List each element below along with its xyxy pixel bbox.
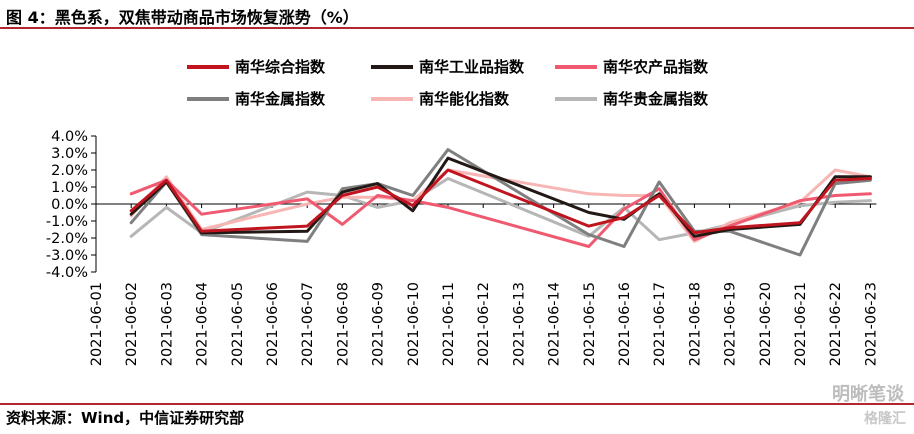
series-line-2: [129, 156, 872, 238]
series-line-3: [129, 178, 872, 248]
title-rule: [0, 27, 914, 29]
y-tick-label: 4.0%: [51, 129, 88, 145]
x-axis: 2021-06-01 2021-06-02 2021-06-03 2021-06-04…: [89, 203, 879, 366]
source-note: 资料来源：Wind，中信证券研究部: [6, 409, 245, 427]
y-tick-label: -2.0%: [46, 231, 88, 247]
x-tick-label: 2021-06-21: [793, 282, 809, 366]
x-tick-label: 2021-06-16: [617, 282, 633, 366]
series-lines: [129, 148, 872, 257]
x-tick-label: 2021-06-22: [828, 282, 844, 366]
x-tick-label: 2021-06-08: [335, 282, 351, 366]
x-tick-label: 2021-06-12: [476, 282, 492, 366]
x-tick-label: 2021-06-14: [547, 282, 563, 366]
y-tick-label: -4.0%: [46, 265, 88, 281]
legend-label-1: 南华综合指数: [235, 58, 326, 76]
y-tick-label: -3.0%: [46, 248, 88, 264]
x-tick-label: 2021-06-04: [195, 282, 211, 366]
watermark: 明晰笔谈: [832, 384, 904, 405]
y-axis: 4.0%3.0%2.0%1.0%0.0%-1.0%-2.0%-3.0%-4.0%: [46, 129, 97, 281]
y-tick-label: -1.0%: [46, 214, 88, 230]
x-tick-label: 2021-06-17: [652, 282, 668, 366]
x-tick-label: 2021-06-19: [723, 282, 739, 366]
x-tick-label: 2021-06-06: [265, 282, 281, 366]
legend-label-3: 南华农产品指数: [603, 58, 709, 76]
y-tick-label: 3.0%: [51, 146, 88, 162]
y-tick-label: 0.0%: [51, 197, 88, 213]
source-rule: [0, 403, 914, 405]
watermark-secondary: 格隆汇: [864, 411, 906, 427]
x-tick-label: 2021-06-05: [230, 282, 246, 366]
y-tick-label: 1.0%: [51, 180, 88, 196]
x-tick-label: 2021-06-02: [124, 282, 140, 366]
y-tick-label: 2.0%: [51, 163, 88, 179]
legend-label-4: 南华金属指数: [235, 90, 326, 108]
x-tick-label: 2021-06-09: [371, 282, 387, 366]
legend-label-5: 南华能化指数: [419, 90, 510, 108]
x-tick-label: 2021-06-10: [406, 282, 422, 366]
legend-label-6: 南华贵金属指数: [603, 90, 709, 108]
x-tick-label: 2021-06-18: [687, 282, 703, 366]
x-tick-label: 2021-06-07: [300, 282, 316, 366]
x-tick-label: 2021-06-15: [582, 282, 598, 366]
x-tick-label: 2021-06-01: [89, 282, 105, 366]
series-line-6: [129, 177, 872, 242]
x-tick-label: 2021-06-11: [441, 282, 457, 366]
x-tick-label: 2021-06-23: [863, 282, 879, 366]
x-tick-label: 2021-06-13: [511, 282, 527, 366]
series-line-1: [129, 168, 872, 235]
figure-title: 图 4：黑色系，双焦带动商品市场恢复涨势（%）: [6, 8, 359, 27]
x-tick-label: 2021-06-20: [758, 282, 774, 366]
x-tick-label: 2021-06-03: [159, 282, 175, 366]
series-line-4: [129, 148, 872, 257]
legend-label-2: 南华工业品指数: [419, 58, 525, 76]
